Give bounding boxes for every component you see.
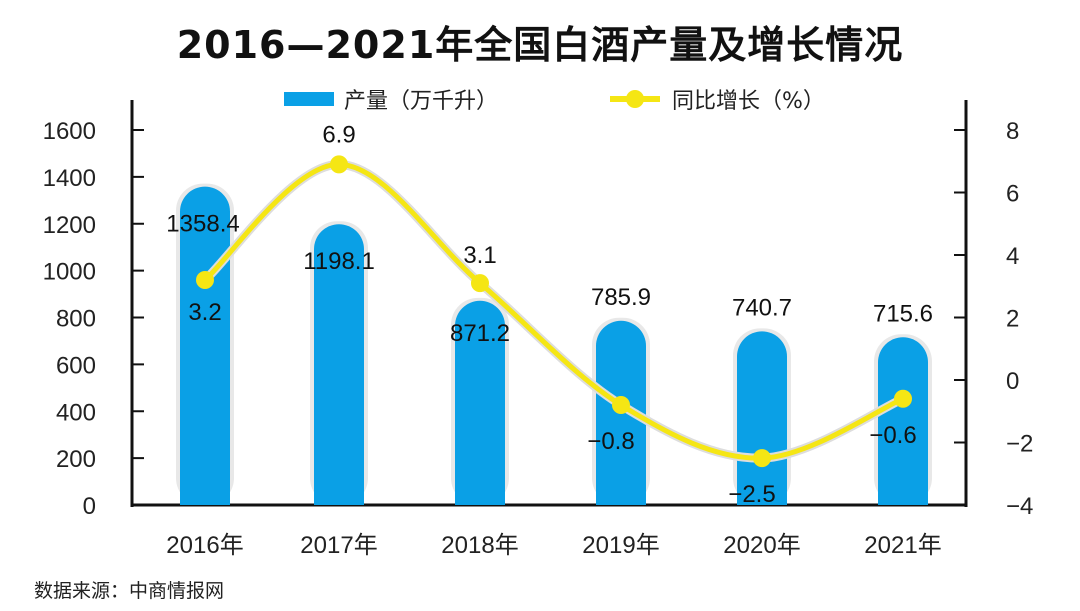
legend-line-label: 同比增长（%） <box>672 89 825 114</box>
left-tick-label: 1600 <box>43 118 96 145</box>
growth-value-label: 3.2 <box>188 299 221 326</box>
bar-value-label: 785.9 <box>591 284 651 311</box>
bar-2021年 <box>878 337 928 505</box>
growth-line <box>203 161 904 461</box>
bar-2018年 <box>454 300 505 505</box>
right-tick-label: 6 <box>1006 181 1019 208</box>
left-tick-label: 1200 <box>43 212 96 239</box>
legend-bar-label: 产量（万千升） <box>344 89 498 114</box>
growth-point-2018年 <box>471 274 489 293</box>
left-tick-label: 200 <box>56 446 96 473</box>
right-tick-label: 4 <box>1006 243 1019 270</box>
growth-value-label: 3.1 <box>463 242 496 269</box>
right-tick-label: −4 <box>1006 493 1033 520</box>
bar-value-label: 871.2 <box>450 320 510 347</box>
bar-value-label: 715.6 <box>873 300 933 327</box>
x-tick-label: 2019年 <box>582 532 659 559</box>
growth-value-label: 6.9 <box>322 121 355 148</box>
x-tick-label: 2021年 <box>864 532 941 559</box>
left-tick-label: 400 <box>56 399 96 426</box>
growth-value-label: −0.8 <box>587 428 634 455</box>
right-tick-label: 2 <box>1006 306 1019 333</box>
growth-point-2019年 <box>612 396 630 414</box>
legend-line-marker <box>626 90 644 108</box>
left-tick-label: 0 <box>83 493 96 520</box>
growth-point-2016年 <box>196 271 214 289</box>
x-tick-label: 2020年 <box>723 532 800 559</box>
line-shadow <box>201 159 905 463</box>
legend-bar-swatch <box>284 92 334 106</box>
growth-point-2020年 <box>753 449 771 468</box>
bar-value-label: 740.7 <box>732 294 792 321</box>
x-tick-label: 2016年 <box>166 532 243 559</box>
x-tick-label: 2017年 <box>300 532 377 559</box>
growth-value-label: −0.6 <box>869 422 916 449</box>
left-tick-label: 600 <box>56 352 96 379</box>
right-tick-label: 8 <box>1006 118 1019 145</box>
right-tick-label: −2 <box>1006 431 1033 458</box>
left-tick-label: 800 <box>56 306 96 333</box>
left-tick-label: 1400 <box>43 165 96 192</box>
data-source: 数据来源：中商情报网 <box>34 580 225 602</box>
growth-point-2017年 <box>330 155 348 174</box>
bar-value-label: 1198.1 <box>303 248 375 275</box>
chart-title: 2016—2021年全国白酒产量及增长情况 <box>176 23 904 67</box>
bar-2020年 <box>737 331 787 505</box>
growth-value-label: −2.5 <box>728 481 775 508</box>
right-tick-label: 0 <box>1006 368 1019 395</box>
bar-value-label: 1358.4 <box>166 211 239 238</box>
left-tick-label: 1000 <box>43 259 96 286</box>
x-tick-label: 2018年 <box>441 532 518 559</box>
bar-2017年 <box>314 224 364 505</box>
growth-point-2021年 <box>894 389 912 408</box>
